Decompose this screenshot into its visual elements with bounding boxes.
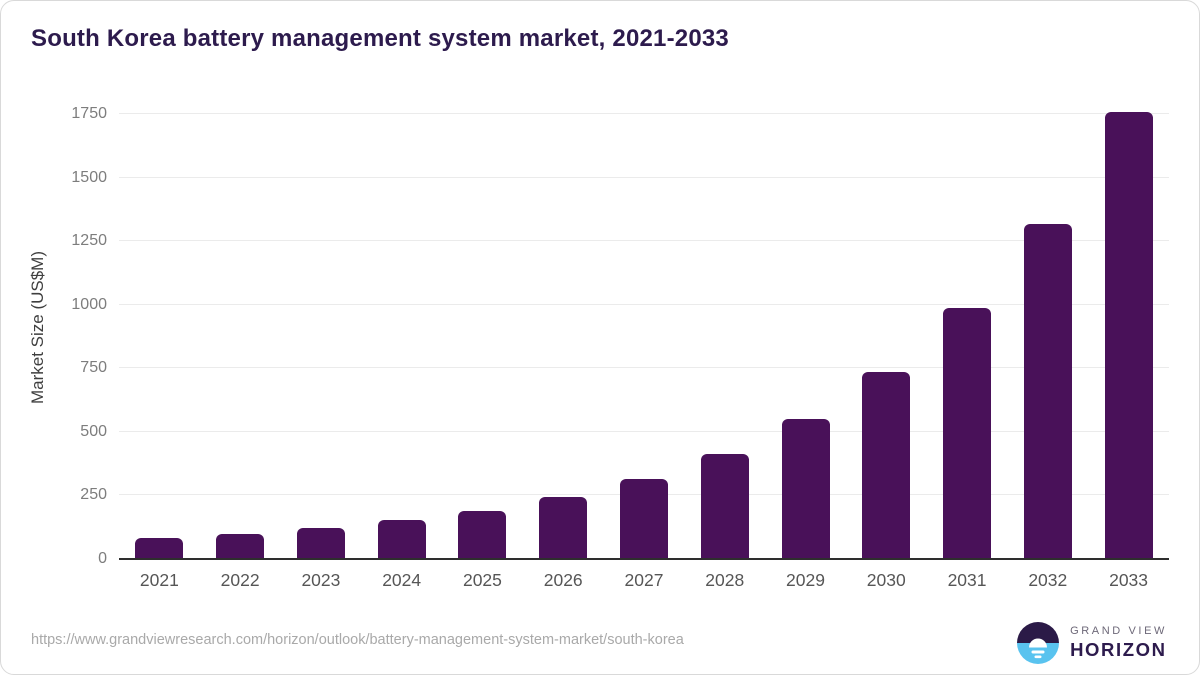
brand-name-top: GRAND VIEW: [1070, 625, 1167, 637]
bar-slot-2022: [200, 97, 281, 559]
gridline: [119, 303, 1169, 305]
x-tick-label: 2032: [1028, 570, 1068, 590]
y-tick-label: 1000: [71, 295, 107, 313]
bar-2028: [700, 454, 749, 559]
x-tick-label: 2026: [543, 570, 583, 590]
sunrise-horizon-icon: [1017, 622, 1060, 664]
x-axis-line: [119, 558, 1169, 560]
y-tick-label: 0: [98, 550, 107, 567]
x-tick-label: 2033: [1109, 570, 1149, 590]
bar-slot-2026: [523, 97, 604, 559]
bar-slot-2028: [684, 97, 765, 559]
gridline: [119, 367, 1169, 369]
x-tick-label: 2027: [624, 570, 664, 590]
bar-slot-2027: [604, 97, 685, 559]
bar-slot-2031: [927, 97, 1008, 559]
y-tick-label: 250: [80, 486, 107, 504]
bar-series: [119, 97, 1169, 559]
gridline: [119, 430, 1169, 432]
x-tick-label: 2030: [866, 570, 906, 590]
y-tick-label: 1500: [71, 168, 107, 186]
bar-2027: [619, 479, 668, 559]
bar-2024: [377, 520, 426, 559]
x-tick-label: 2023: [301, 570, 341, 590]
x-axis-labels: 2021 2022 2023 2024 2025 2026 2027 2028 2029 2030…: [119, 570, 1169, 591]
bar-slot-2023: [281, 97, 362, 559]
bar-slot-2025: [442, 97, 523, 559]
x-tick-label: 2025: [462, 570, 502, 590]
bar-2033: [1104, 112, 1153, 559]
x-tick-label: 2021: [139, 570, 179, 590]
bar-slot-2030: [846, 97, 927, 559]
bar-2029: [781, 419, 830, 559]
bar-2032: [1023, 224, 1072, 559]
bar-2030: [862, 372, 911, 559]
bar-2021: [135, 538, 184, 559]
gridline: [119, 113, 1169, 114]
bar-slot-2021: [119, 97, 200, 559]
y-tick-label: 500: [80, 422, 107, 440]
bar-2022: [216, 534, 265, 559]
bar-2031: [943, 308, 992, 559]
y-tick-label: 1750: [71, 105, 107, 122]
brand-name-bottom: HORIZON: [1070, 639, 1167, 660]
x-tick-label: 2031: [947, 570, 987, 590]
bar-slot-2029: [765, 97, 846, 559]
x-tick-label: 2028: [705, 570, 745, 590]
gridline: [119, 240, 1169, 242]
gridline: [119, 176, 1169, 178]
bar-2026: [539, 497, 588, 559]
y-axis-ticks: 0 250 500 750 1000 1250 1500 1750: [1, 97, 107, 567]
y-tick-label: 1250: [71, 232, 107, 250]
chart-title: South Korea battery management system ma…: [31, 25, 729, 52]
bar-slot-2033: [1088, 97, 1169, 559]
bar-slot-2032: [1007, 97, 1088, 559]
x-tick-label: 2022: [220, 570, 260, 590]
plot-area: [119, 97, 1169, 560]
y-tick-label: 750: [80, 359, 107, 377]
brand-logo: GRAND VIEW HORIZON: [1016, 621, 1167, 665]
x-tick-label: 2029: [786, 570, 825, 590]
brand-logo-text: GRAND VIEW HORIZON: [1070, 625, 1167, 661]
bar-2023: [296, 528, 345, 559]
x-tick-label: 2024: [382, 570, 422, 590]
bar-2025: [458, 511, 507, 559]
source-url: https://www.grandviewresearch.com/horizo…: [31, 632, 684, 648]
bar-slot-2024: [361, 97, 442, 559]
